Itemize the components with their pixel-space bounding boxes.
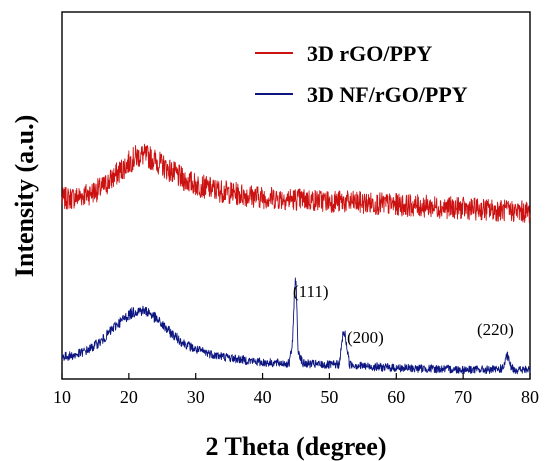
legend: 3D rGO/PPY 3D NF/rGO/PPY — [255, 41, 468, 107]
plot-frame — [61, 11, 531, 380]
x-axis-ticks: 10 20 30 40 50 60 70 80 — [53, 373, 539, 407]
series-line-rgo-ppy — [61, 143, 531, 223]
x-tick-label: 70 — [454, 387, 472, 407]
x-tick-label: 40 — [254, 387, 272, 407]
x-tick-label: 60 — [387, 387, 405, 407]
x-axis-title: 2 Theta (degree) — [206, 432, 387, 461]
x-tick-label: 80 — [521, 387, 539, 407]
y-axis-title: Intensity (a.u.) — [10, 115, 39, 278]
x-tick-label: 50 — [320, 387, 338, 407]
x-tick-label: 10 — [53, 387, 71, 407]
peak-label-111: (111) — [293, 282, 329, 301]
peak-label-220: (220) — [477, 320, 514, 339]
legend-label-rgo-ppy: 3D rGO/PPY — [307, 41, 432, 66]
peak-label-200: (200) — [347, 328, 384, 347]
series-layer — [61, 143, 531, 375]
x-tick-label: 20 — [120, 387, 138, 407]
legend-label-nf-rgo-ppy: 3D NF/rGO/PPY — [307, 82, 468, 107]
x-tick-label: 30 — [187, 387, 205, 407]
series-line-nf-rgo-ppy — [61, 277, 531, 375]
